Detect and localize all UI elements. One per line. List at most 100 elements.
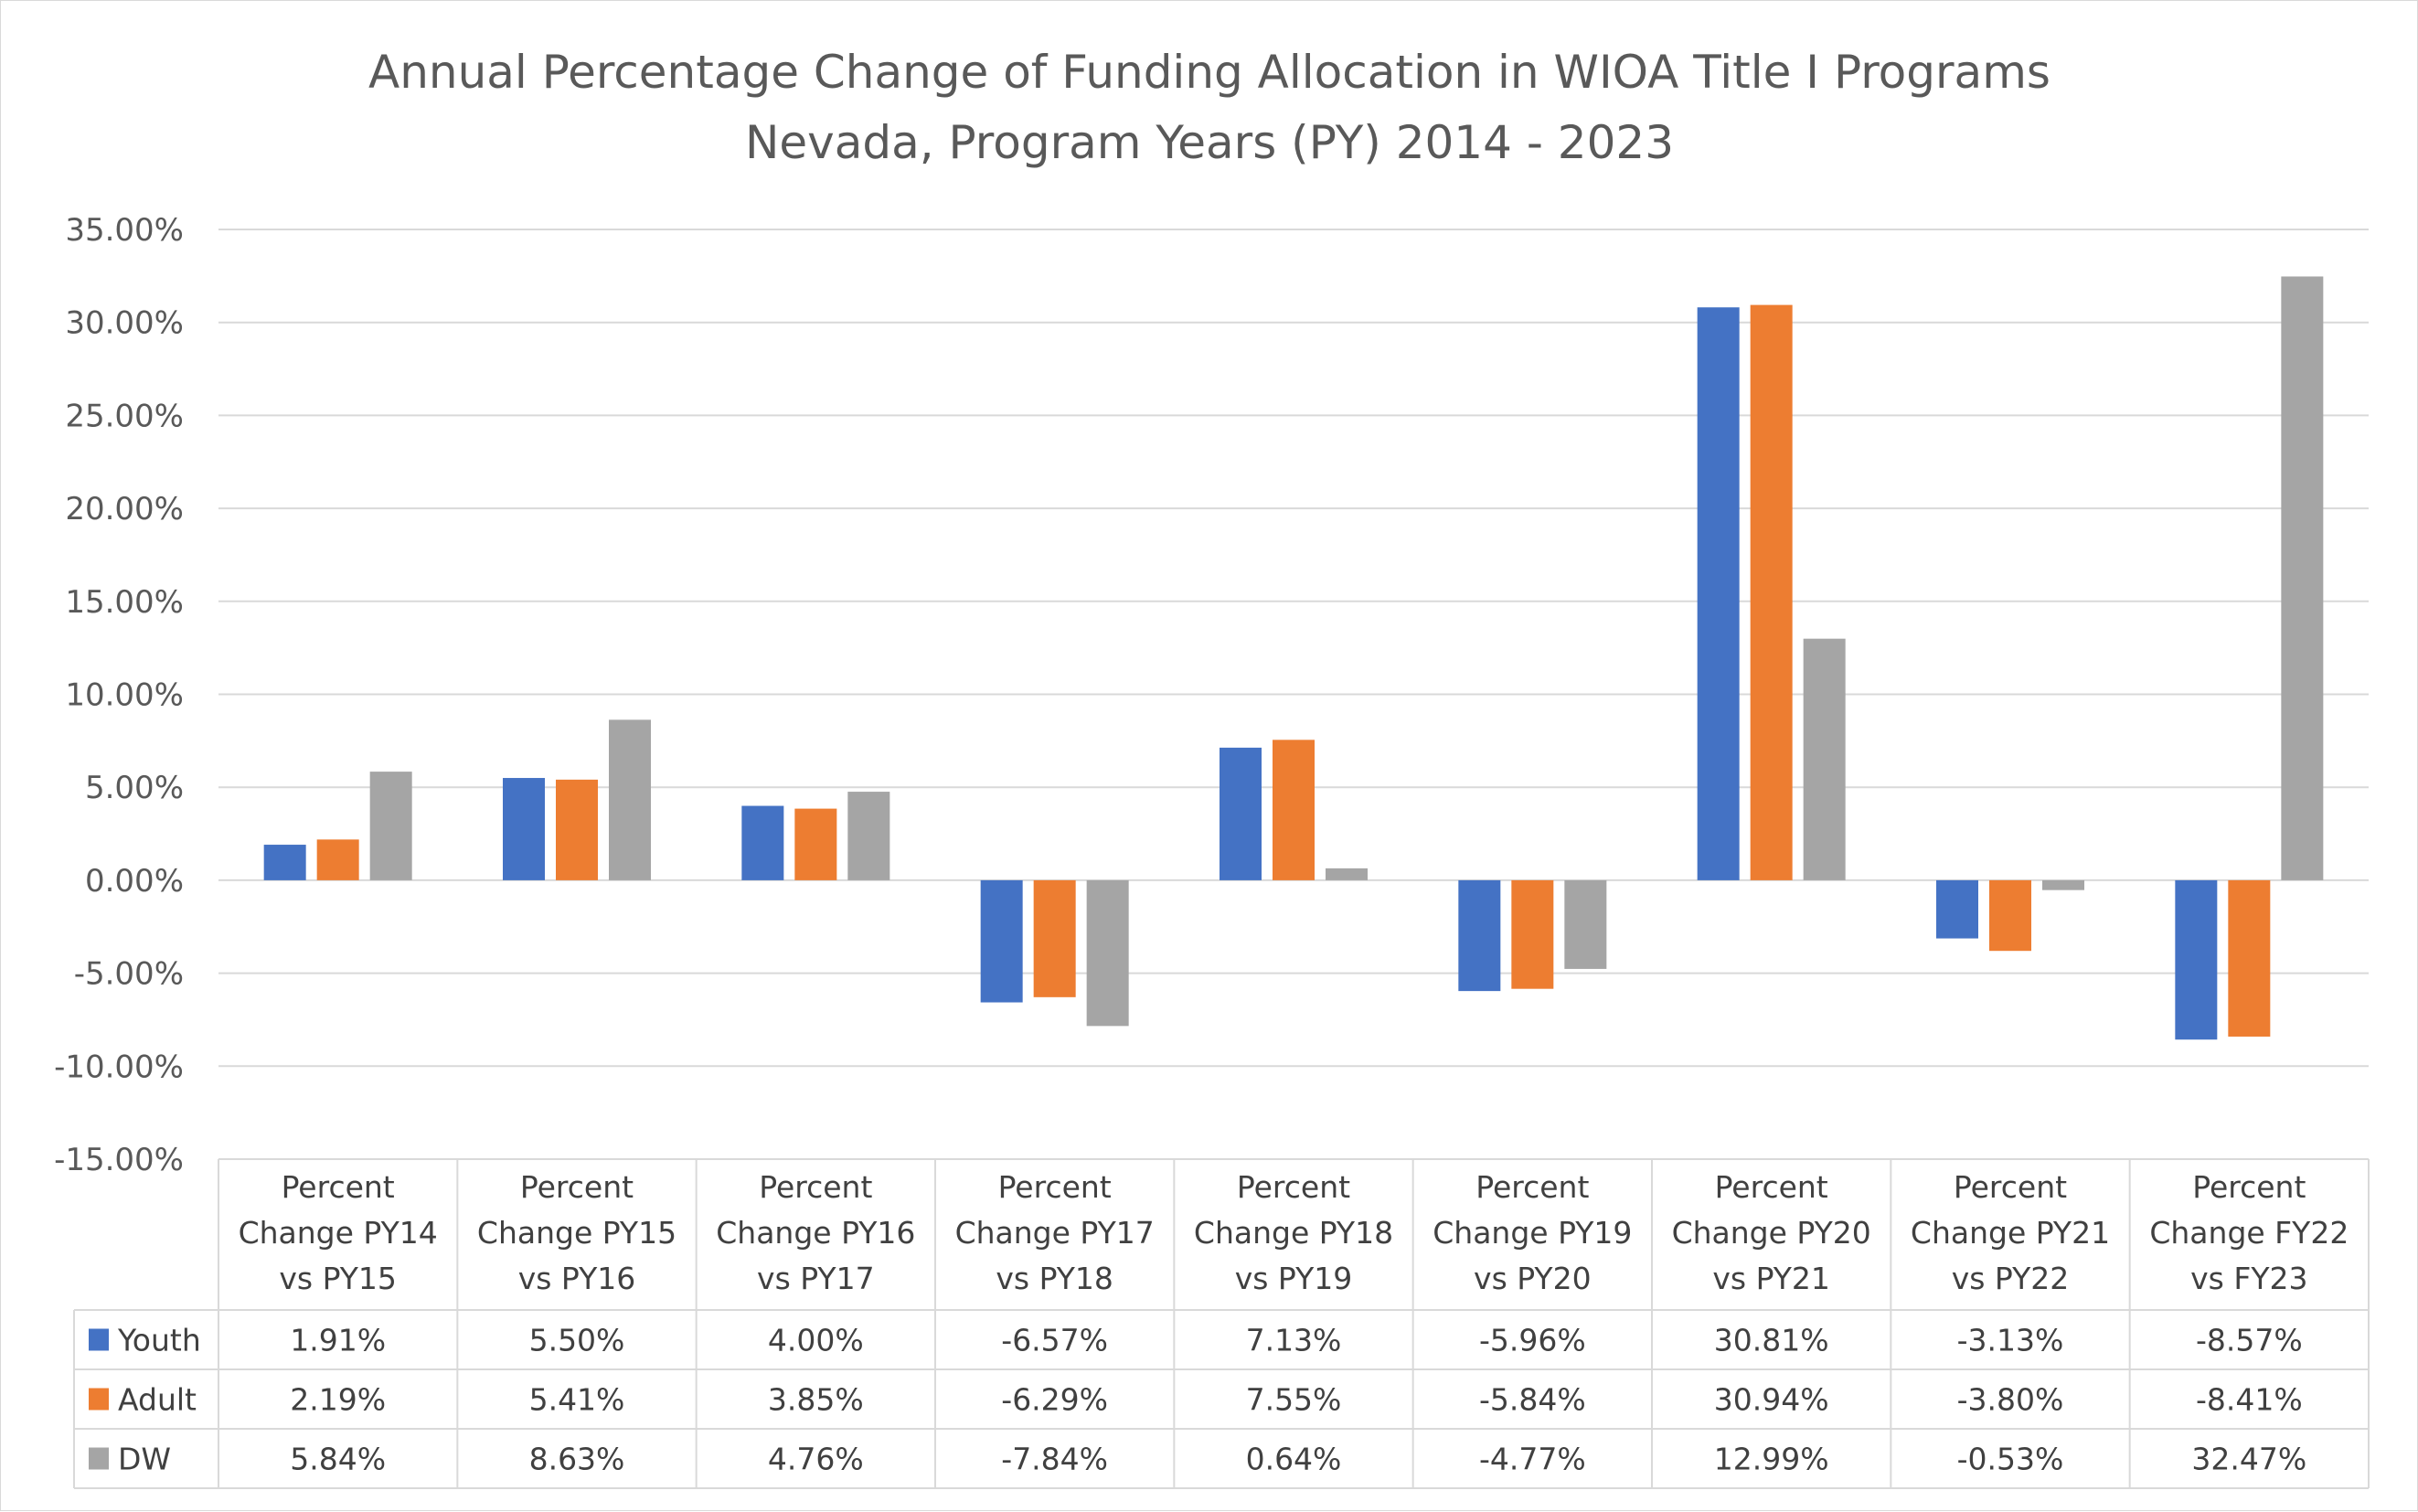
- bar-dw: [1086, 879, 1129, 1027]
- data-label: 32.47%: [2191, 1442, 2306, 1477]
- data-table: Percent Change PY14 vs PY15 Percent Change P…: [73, 1158, 2370, 1489]
- y-tick-label: 10.00%: [65, 677, 184, 714]
- category-label: vs PY20: [1474, 1261, 1592, 1296]
- data-label: 7.13%: [1246, 1323, 1342, 1358]
- data-label: 1.91%: [290, 1323, 386, 1358]
- bar-youth: [1936, 879, 1978, 939]
- data-label: -6.29%: [1001, 1382, 1108, 1418]
- legend-label-dw: DW: [118, 1442, 171, 1477]
- legend-key-dw: [89, 1447, 109, 1470]
- category-label: Change PY21: [1911, 1215, 2110, 1251]
- category-label: Change PY14: [239, 1215, 438, 1251]
- gridlines: [218, 229, 2369, 1068]
- bar-youth: [741, 805, 784, 880]
- category-label: Change PY18: [1194, 1215, 1393, 1251]
- category-label: Percent: [2192, 1169, 2306, 1205]
- y-tick-label: 15.00%: [65, 584, 184, 621]
- y-tick-label: 30.00%: [65, 305, 184, 342]
- category-label: Change PY16: [716, 1215, 915, 1251]
- category-label: vs PY15: [279, 1261, 397, 1296]
- data-label: 4.00%: [768, 1323, 864, 1358]
- y-tick-label: -10.00%: [54, 1049, 184, 1085]
- data-label: 2.19%: [290, 1382, 386, 1418]
- bar-youth: [980, 879, 1023, 1003]
- category-label: Change FY22: [2149, 1215, 2349, 1251]
- data-label: -4.77%: [1479, 1442, 1586, 1477]
- category-label: Percent: [282, 1169, 395, 1205]
- bar-dw: [1564, 879, 1607, 969]
- data-label: 5.41%: [529, 1382, 625, 1418]
- chart-title-line2: Nevada, Program Years (PY) 2014 - 2023: [745, 116, 1674, 169]
- category-label: Change PY17: [955, 1215, 1155, 1251]
- category-label: Change PY15: [477, 1215, 676, 1251]
- bar-adult: [1033, 879, 1076, 997]
- data-label: 30.81%: [1714, 1323, 1829, 1358]
- bar-adult: [1989, 879, 2031, 952]
- bar-adult: [556, 779, 598, 880]
- y-tick-label: -15.00%: [54, 1142, 184, 1178]
- bars: [263, 276, 2324, 1040]
- category-label: vs PY18: [996, 1261, 1113, 1296]
- category-label: Change PY20: [1672, 1215, 1871, 1251]
- y-tick-label: 35.00%: [65, 212, 184, 249]
- category-label: vs PY16: [518, 1261, 636, 1296]
- bar-youth: [1220, 747, 1262, 880]
- y-tick-label: 0.00%: [85, 863, 184, 900]
- bar-dw: [1803, 638, 1846, 880]
- legend-label-adult: Adult: [118, 1382, 197, 1418]
- bar-youth: [263, 845, 306, 880]
- category-label: Percent: [1954, 1169, 2067, 1205]
- category-label: Percent: [1475, 1169, 1589, 1205]
- bar-adult: [1511, 879, 1554, 989]
- bar-youth: [1697, 307, 1740, 880]
- bar-youth: [1458, 879, 1501, 992]
- data-label: 12.99%: [1714, 1442, 1829, 1477]
- data-label: 5.50%: [529, 1323, 625, 1358]
- category-label: vs PY17: [757, 1261, 875, 1296]
- y-tick-label: 20.00%: [65, 491, 184, 527]
- category-label: Percent: [1715, 1169, 1828, 1205]
- y-tick-label: 5.00%: [85, 770, 184, 806]
- bar-dw: [2042, 879, 2084, 890]
- data-label: 5.84%: [290, 1442, 386, 1477]
- data-label: 8.63%: [529, 1442, 625, 1477]
- y-tick-label: -5.00%: [74, 956, 184, 993]
- data-label: -6.57%: [1001, 1323, 1108, 1358]
- data-label: 3.85%: [768, 1382, 864, 1418]
- category-label: vs PY21: [1712, 1261, 1830, 1296]
- bar-dw: [2281, 276, 2324, 880]
- chart-title-line1: Annual Percentage Change of Funding Allo…: [368, 46, 2051, 99]
- bar-dw: [1326, 868, 1368, 880]
- category-label: vs PY19: [1235, 1261, 1353, 1296]
- y-axis-tick-labels: 35.00% 30.00% 25.00% 20.00% 15.00% 10.00% 5.00…: [54, 212, 184, 1178]
- bar-dw: [609, 719, 651, 880]
- data-label: -3.80%: [1957, 1382, 2064, 1418]
- category-label: Percent: [998, 1169, 1112, 1205]
- data-label: 0.64%: [1246, 1442, 1342, 1477]
- data-label: 4.76%: [768, 1442, 864, 1477]
- bar-adult: [2228, 879, 2271, 1037]
- category-label: Percent: [1237, 1169, 1350, 1205]
- data-label: -8.41%: [2196, 1382, 2303, 1418]
- bar-youth: [503, 778, 545, 880]
- data-label: -3.13%: [1957, 1323, 2064, 1358]
- bar-dw: [847, 792, 890, 880]
- bar-adult: [1750, 304, 1793, 880]
- bar-youth: [2175, 879, 2218, 1040]
- data-label: -5.96%: [1479, 1323, 1586, 1358]
- bar-dw: [369, 772, 412, 880]
- legend-key-youth: [89, 1328, 109, 1351]
- bar-adult: [1273, 740, 1315, 880]
- y-tick-label: 25.00%: [65, 398, 184, 434]
- bar-adult: [794, 808, 837, 880]
- category-label: Percent: [759, 1169, 872, 1205]
- legend-label-youth: Youth: [117, 1323, 201, 1358]
- data-label: -7.84%: [1001, 1442, 1108, 1477]
- legend-key-adult: [89, 1388, 109, 1411]
- data-label: -5.84%: [1479, 1382, 1586, 1418]
- data-label: -8.57%: [2196, 1323, 2303, 1358]
- category-label: Percent: [520, 1169, 634, 1205]
- category-label: vs FY23: [2190, 1261, 2307, 1296]
